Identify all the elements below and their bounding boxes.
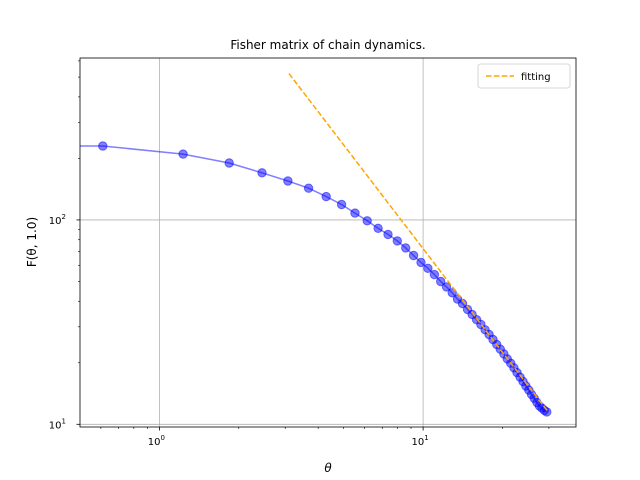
series-layer: [80, 73, 552, 417]
data-point: [416, 257, 426, 268]
plot-area: [80, 58, 576, 427]
plot-frame: [79, 57, 577, 428]
legend-box: [477, 63, 571, 89]
data-point: [447, 288, 457, 298]
x-tick-label-base: 10: [412, 437, 425, 448]
data-point: [429, 269, 440, 280]
data-point: [224, 158, 234, 168]
data-point: [436, 276, 446, 287]
chart-title: Fisher matrix of chain dynamics.: [230, 38, 425, 52]
data-point: [303, 183, 314, 193]
data-point: [373, 223, 383, 234]
x-axis-label: θ: [324, 461, 332, 475]
data-point: [321, 191, 331, 202]
data-point: [392, 236, 402, 246]
data-point: [441, 282, 452, 292]
x-tick-label-base: 10: [148, 437, 161, 448]
data-point: [283, 176, 293, 186]
data-point: [336, 199, 347, 210]
data-point: [383, 229, 393, 240]
y-axis-label: F(θ, 1.0): [25, 217, 39, 267]
x-tick-label-exponent: 0: [161, 434, 165, 442]
y-tick-label-exponent: 1: [62, 417, 66, 425]
x-tick-label-exponent: 1: [424, 434, 428, 442]
data-point: [542, 407, 552, 417]
data-point: [178, 149, 188, 159]
y-tick-label-base: 10: [49, 216, 62, 227]
x-tick-label: 100: [148, 434, 165, 448]
data-point: [350, 208, 360, 218]
x-tick-label: 101: [412, 434, 429, 448]
legend: fitting: [477, 63, 571, 89]
y-tick-label-base: 10: [49, 420, 62, 431]
data-point: [401, 243, 411, 253]
legend-label: fitting: [521, 72, 551, 83]
y-tick-label: 101: [49, 417, 66, 431]
data-point: [362, 216, 372, 226]
y-tick-label: 102: [49, 213, 66, 227]
data-point: [408, 250, 419, 261]
data-point: [423, 263, 433, 273]
y-tick-label-exponent: 2: [62, 213, 66, 221]
data-point: [98, 141, 108, 151]
data-point: [257, 168, 267, 178]
grid: [80, 58, 576, 427]
